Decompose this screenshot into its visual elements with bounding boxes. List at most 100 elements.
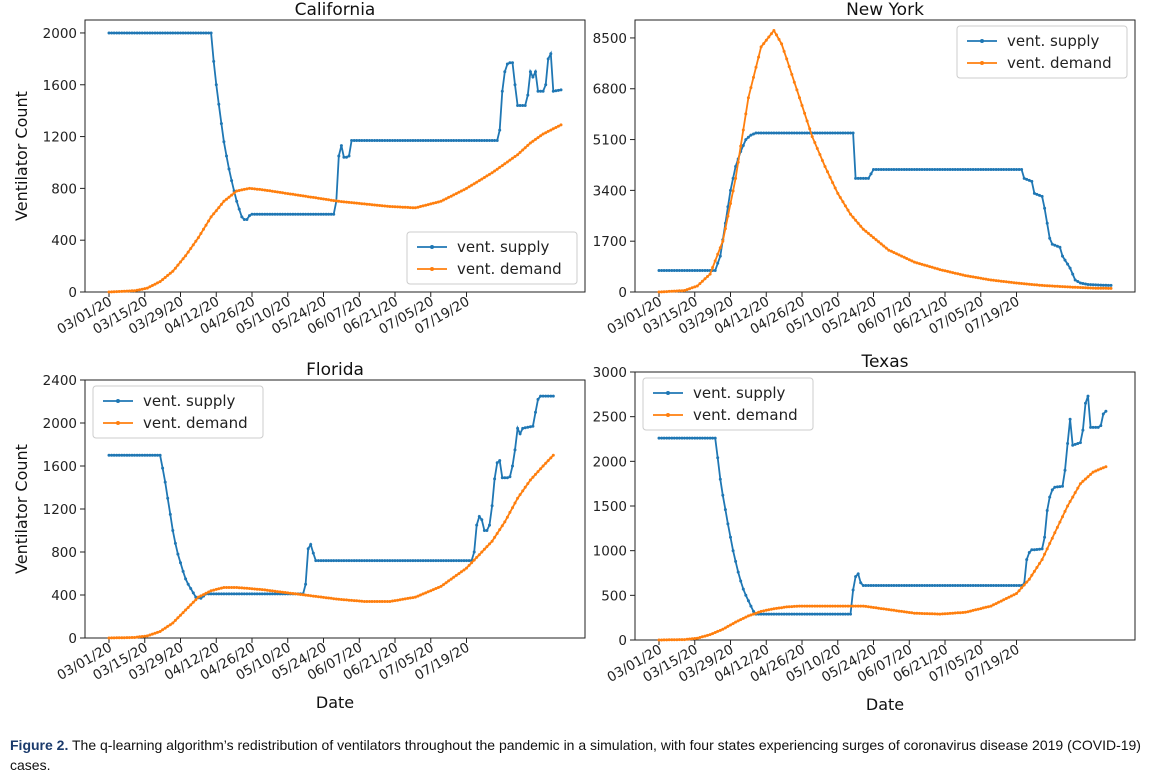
data-point [999,599,1003,603]
data-point [281,191,285,195]
data-point [693,285,697,289]
data-point [248,592,251,596]
data-point [1061,515,1064,519]
data-point [966,274,970,278]
data-point [767,612,771,616]
data-point [299,593,302,596]
chart-panel-3: Texas05001000150020002500300003/01/2003/… [593,352,1136,714]
data-point [798,604,801,608]
data-point [703,277,707,281]
data-point [189,603,193,607]
data-point [887,584,891,587]
data-point [826,131,829,135]
data-point [495,167,499,171]
data-point [831,131,835,135]
data-point [856,176,860,180]
data-point [253,592,257,596]
data-point [184,254,188,258]
data-point [184,608,188,612]
data-point [721,239,725,243]
data-point [820,612,824,616]
data-point [316,196,320,200]
data-point [820,159,824,162]
data-point [556,124,560,128]
data-point [915,168,919,171]
y-tick-label: 800 [51,181,77,197]
data-point [511,464,514,468]
data-point [958,168,962,171]
data-point [872,606,875,609]
data-point [976,168,980,171]
data-point [974,608,978,612]
data-point [521,426,525,430]
data-point [683,436,686,440]
data-point [309,195,313,199]
data-point [749,604,753,608]
data-point [688,269,692,272]
data-point [112,453,116,457]
data-point [345,155,348,159]
y-tick-label: 2400 [43,373,77,389]
data-point [864,229,868,233]
data-point [232,592,236,596]
legend-box [92,385,264,439]
data-point [1094,286,1098,290]
data-point [493,535,497,539]
data-point [828,612,832,616]
data-point [734,559,738,563]
data-point [698,282,702,286]
data-point [1038,547,1041,551]
data-point [1002,168,1006,171]
data-point [117,290,121,293]
legend-label: vent. supply [693,384,786,402]
data-point [1015,168,1018,171]
data-point [528,425,532,429]
data-point [1096,286,1100,290]
data-point [250,212,254,216]
data-point [268,592,272,596]
data-point [741,144,745,147]
data-point [815,131,819,135]
data-point [879,168,883,171]
data-point [378,559,382,563]
data-point [892,584,896,587]
data-point [508,475,512,479]
data-point [754,131,758,135]
data-point [429,589,433,593]
data-point [731,622,735,626]
data-point [199,31,203,35]
plot-frame [634,19,1136,293]
data-point [194,239,198,243]
data-point [706,269,709,272]
data-point [199,594,203,598]
data-point [741,128,745,132]
data-point [385,600,389,603]
data-point [444,139,448,142]
data-point [1104,465,1108,469]
data-point [918,611,921,615]
data-point [225,586,228,589]
data-point [831,604,835,608]
data-point [391,599,394,603]
data-point [762,609,766,613]
data-point [1030,283,1034,286]
data-point [375,600,379,603]
legend-label: vent. supply [1007,32,1100,50]
data-point [851,604,855,608]
chart-panel-1: New York01700340051006800850003/01/2003/… [593,0,1136,338]
data-point [322,559,325,563]
data-point [961,168,965,171]
data-point [434,201,438,205]
data-point [757,131,761,135]
data-point [431,139,435,142]
data-point [1066,262,1070,266]
data-point [181,257,185,261]
data-point [864,176,868,180]
data-point [388,205,392,208]
data-point [352,201,356,205]
data-point [544,394,548,398]
data-point [107,636,111,640]
data-point [125,289,129,293]
data-point [518,104,522,107]
data-point [1055,244,1059,248]
